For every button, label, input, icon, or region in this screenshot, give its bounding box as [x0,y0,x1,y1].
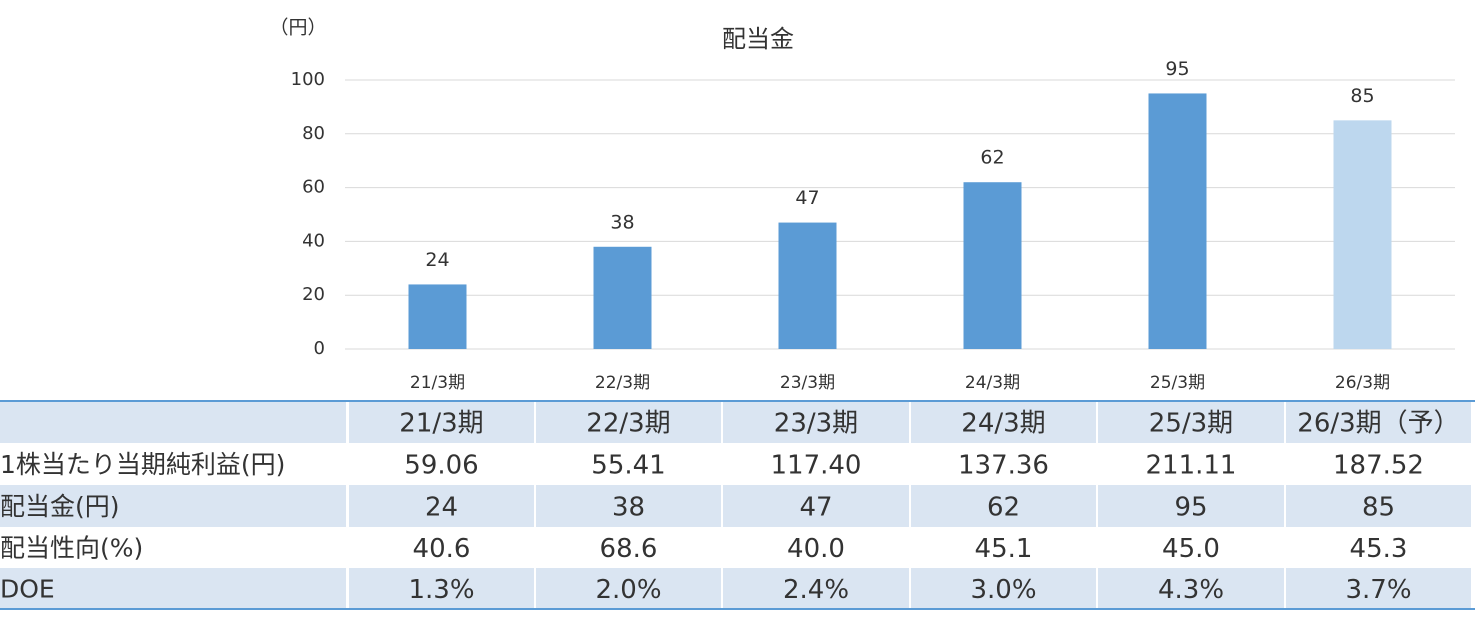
x-tick-label: 26/3期 [1335,373,1390,393]
table-cell: 38 [612,493,645,523]
x-tick-label: 23/3期 [780,373,835,393]
bar [963,182,1022,349]
bar [593,246,652,349]
table-cell-bg [1286,568,1471,609]
x-tick-label: 24/3期 [965,373,1020,393]
table-cell: 3.0% [970,575,1036,605]
x-tick-label: 21/3期 [410,373,465,393]
y-tick-label: 80 [302,123,325,144]
table-header: 25/3期 [1149,409,1233,439]
table-cell: 47 [799,493,832,523]
table-cell: 55.41 [591,451,665,481]
table-cell-bg [1098,485,1284,527]
table-cell: 68.6 [600,534,658,564]
table-cell: 137.36 [958,451,1049,481]
table-cell-bg [723,401,909,443]
y-axis-unit: （円） [269,17,326,39]
y-tick-label: 100 [291,69,325,90]
table-cell: 117.40 [771,451,862,481]
table-cell-bg [349,401,534,443]
table-cell-bg [1286,401,1471,443]
table-cell: 59.06 [404,451,478,481]
table-row-label: 配当金(円) [0,492,120,521]
table-header: 21/3期 [399,409,483,439]
y-tick-label: 0 [314,338,325,359]
table-cell: 45.1 [975,534,1033,564]
table-cell-bg [536,485,721,527]
table-cell-bg [723,485,909,527]
table-cell: 4.3% [1158,575,1224,605]
table-row-label: 1株当たり当期純利益(円) [0,450,285,479]
x-tick-label: 22/3期 [595,373,650,393]
table-cell: 95 [1174,493,1207,523]
table-cell-bg [536,568,721,609]
table-cell-bg [0,568,346,609]
table-cell-bg [723,568,909,609]
table-cell: 1.3% [408,575,474,605]
value-label: 62 [980,147,1004,169]
table-cell-bg [911,485,1096,527]
table-cell: 45.3 [1350,534,1408,564]
value-label: 85 [1350,85,1374,107]
table-cell-bg [911,568,1096,609]
value-label: 38 [610,211,634,233]
table-header: 22/3期 [586,409,670,439]
table-cell: 85 [1362,493,1395,523]
table-cell: 40.6 [413,534,471,564]
table-cell-bg [536,401,721,443]
table-cell: 62 [987,493,1020,523]
value-label: 95 [1165,58,1189,80]
y-tick-label: 60 [302,177,325,198]
bar [778,222,837,349]
x-tick-label: 25/3期 [1150,373,1205,393]
y-tick-label: 20 [302,284,325,305]
table-cell-bg [911,401,1096,443]
table-cell-bg [1098,568,1284,609]
bar [1148,93,1207,349]
bar [1333,120,1392,349]
table-cell: 2.4% [783,575,849,605]
table-cell: 2.0% [595,575,661,605]
bar [408,284,467,349]
table-cell: 187.52 [1333,451,1424,481]
table-cell: 45.0 [1162,534,1220,564]
table-cell-bg [0,485,346,527]
table-cell-bg [349,568,534,609]
table-cell-bg [1098,401,1284,443]
table-row-label: DOE [0,575,55,604]
table-header: 26/3期（予） [1297,409,1459,439]
table-cell-bg [0,401,346,443]
table-header: 23/3期 [774,409,858,439]
table-cell: 211.11 [1146,451,1237,481]
table-row-label: 配当性向(%) [0,534,143,563]
y-tick-label: 40 [302,230,325,251]
table-cell: 3.7% [1345,575,1411,605]
table-cell-bg [349,485,534,527]
table-cell: 40.0 [787,534,845,564]
value-label: 24 [425,249,449,271]
value-label: 47 [795,187,819,209]
table-cell-bg [1286,485,1471,527]
table-header: 24/3期 [961,409,1045,439]
table-cell: 24 [425,493,458,523]
chart-title: 配当金 [722,25,794,53]
